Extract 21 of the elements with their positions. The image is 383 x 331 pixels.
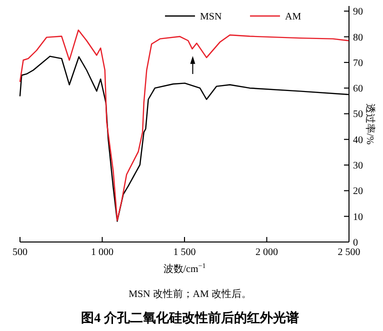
- y-tick-label: 80: [353, 32, 363, 44]
- x-tick-label: 500: [12, 247, 28, 258]
- x-tick-label: 2 000: [256, 247, 278, 258]
- y-tick-label: 0: [353, 238, 358, 248]
- x-tick-label: 1 500: [173, 247, 196, 258]
- y-tick-label: 10: [353, 212, 363, 223]
- text: 图4 介孔二氧化硅改性前后的红外光谱: [81, 310, 299, 325]
- x-axis-title: 波数/cm$^{−1}$: [163, 262, 206, 275]
- legend-label: MSN: [200, 12, 222, 22]
- text: MSN 改性前；AM 改性后。: [128, 288, 252, 300]
- y-axis-title: 透过率/%: [364, 103, 376, 145]
- x-tick-label: 2 500: [338, 247, 360, 258]
- y-tick-label: 40: [353, 134, 363, 146]
- y-tick-label: 20: [353, 186, 363, 198]
- x-tick-label: 1 000: [91, 247, 114, 258]
- y-tick-label: 30: [353, 160, 363, 172]
- y-tick-label: 50: [353, 109, 363, 120]
- legend-label: AM: [285, 12, 302, 22]
- y-tick-label: 60: [353, 84, 363, 95]
- y-tick-label: 90: [353, 6, 363, 18]
- y-tick-label: 70: [353, 58, 363, 69]
